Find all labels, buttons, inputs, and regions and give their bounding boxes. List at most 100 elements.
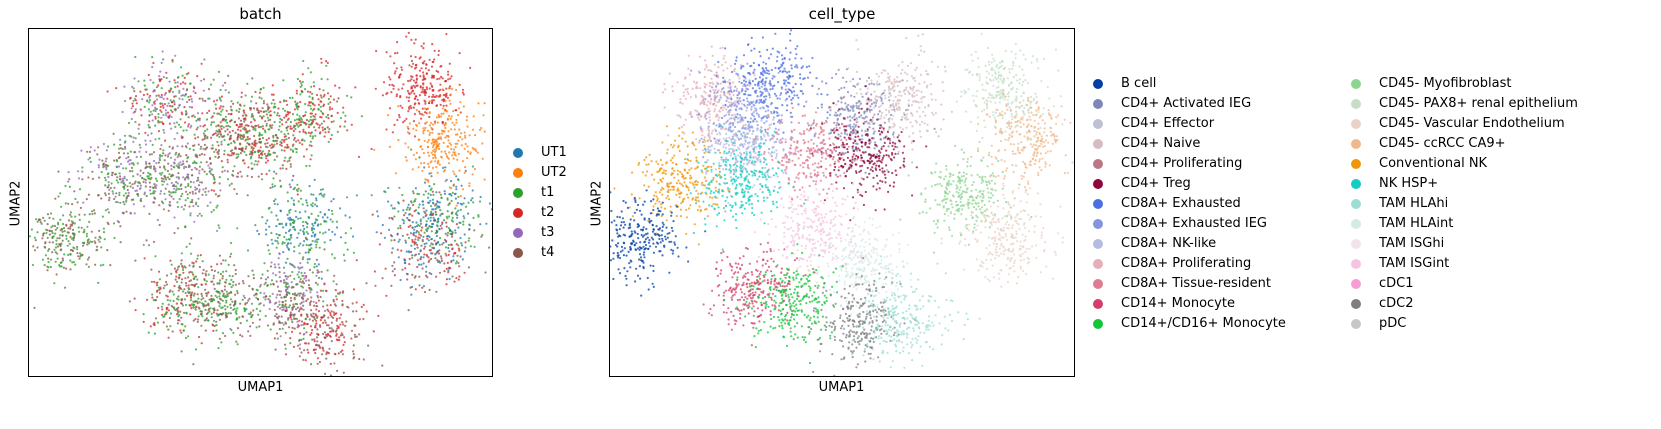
point-t1: [250, 95, 254, 98]
point-t4: [302, 323, 305, 326]
point-t1: [191, 271, 194, 274]
point-t4: [232, 169, 235, 173]
point-t1: [435, 213, 438, 216]
point-ut1: [351, 235, 355, 238]
point-t1: [262, 86, 265, 89]
point-t2: [393, 72, 396, 75]
point-t1: [311, 137, 314, 140]
point-cd8a-proliferating: [682, 124, 685, 127]
point-t1: [53, 248, 56, 251]
point-t4: [165, 280, 168, 284]
point-cd8a-exhausted-ieg: [754, 101, 757, 104]
point-t3: [119, 162, 123, 166]
point-cd4-activated-ieg: [889, 139, 892, 142]
point-t1: [216, 140, 219, 144]
point-t4: [248, 137, 251, 140]
point-t4: [236, 292, 239, 295]
point-cd8a-exhausted: [775, 94, 778, 97]
point-t1: [218, 305, 221, 308]
cluster-mix-15: [273, 259, 384, 376]
point-t1: [162, 149, 165, 152]
point-t3: [160, 116, 163, 119]
point-t1: [300, 82, 303, 85]
point-t3: [139, 174, 142, 177]
point-t4: [48, 241, 51, 244]
point-t2: [258, 137, 261, 140]
point-t4: [112, 132, 115, 135]
point-cd8a-exhausted: [771, 47, 774, 50]
point-t2: [161, 104, 164, 107]
point-t2: [418, 94, 421, 97]
point-t3: [156, 98, 159, 101]
point-t1: [304, 220, 307, 224]
point-ut1: [290, 197, 293, 200]
point-t2: [329, 362, 332, 365]
point-t1: [178, 164, 181, 167]
point-t1: [296, 123, 299, 126]
point-t2: [341, 349, 344, 352]
point-cd8a-exhausted-ieg: [717, 82, 720, 85]
point-t3: [223, 169, 226, 172]
point-t1: [397, 210, 400, 213]
point-t4: [289, 296, 292, 300]
point-t1: [299, 93, 302, 96]
point-t1: [161, 154, 164, 157]
point-cd8a-exhausted: [791, 97, 794, 100]
point-t3: [303, 277, 306, 280]
point-cd8a-proliferating: [704, 91, 707, 94]
point-t4: [239, 333, 242, 337]
point-t2: [327, 130, 330, 133]
point-t2: [407, 110, 410, 113]
point-t2: [187, 284, 190, 287]
point-t1: [281, 303, 284, 306]
point-cd8a-proliferating: [707, 69, 710, 72]
point-t4: [274, 139, 277, 142]
point-cd8a-exhausted: [788, 70, 791, 73]
point-ut2: [424, 126, 427, 129]
point-t1: [217, 70, 220, 73]
point-t1: [399, 224, 402, 227]
point-t3: [122, 179, 125, 182]
point-t3: [127, 191, 130, 194]
point-t1: [250, 162, 253, 165]
point-t2: [408, 107, 411, 110]
point-t2: [187, 72, 190, 75]
point-ut1: [431, 198, 434, 201]
point-t1: [305, 243, 308, 247]
point-ut2: [466, 125, 469, 128]
point-ut2: [436, 121, 439, 124]
point-t4: [310, 363, 313, 366]
point-ut1: [397, 201, 400, 204]
point-cd8a-exhausted: [753, 47, 756, 50]
point-t2: [173, 267, 176, 270]
point-t1: [157, 286, 160, 289]
point-t4: [69, 248, 72, 252]
point-t2: [415, 74, 418, 77]
point-t4: [216, 134, 219, 137]
point-t1: [260, 97, 263, 100]
point-t1: [55, 243, 58, 246]
point-t2: [202, 125, 205, 128]
point-cd8a-exhausted: [760, 101, 764, 104]
point-t4: [152, 151, 156, 154]
point-t2: [458, 275, 461, 278]
point-t4: [184, 177, 187, 180]
point-t4: [126, 194, 129, 198]
point-t4: [171, 147, 174, 150]
point-ut1: [279, 209, 282, 212]
point-t4: [93, 209, 96, 212]
point-t2: [171, 101, 174, 104]
point-t1: [36, 231, 39, 234]
point-cd8a-exhausted: [790, 29, 793, 32]
point-t2: [315, 319, 318, 322]
point-ut1: [457, 209, 460, 212]
point-cd8a-exhausted-ieg: [777, 71, 780, 74]
point-ut1: [383, 236, 386, 239]
point-t1: [225, 290, 228, 293]
point-t3: [148, 96, 151, 99]
point-t2: [283, 140, 286, 143]
point-t1: [74, 197, 77, 201]
point-t4: [281, 164, 284, 167]
point-t2: [221, 277, 224, 280]
point-cd8a-proliferating: [731, 81, 735, 84]
